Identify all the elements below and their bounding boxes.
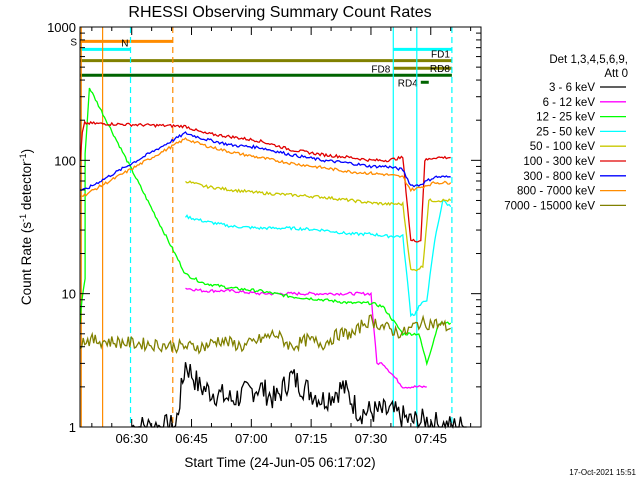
x-tick-label: 07:45 [414, 431, 447, 446]
series-layer [79, 87, 467, 430]
series-line [80, 137, 452, 197]
vertical-line-layer [80, 27, 453, 427]
series-1 [185, 287, 427, 389]
series-line [79, 87, 452, 367]
y-axis-label: Count Rate (s-1 detector-1) [18, 149, 34, 305]
y-axis-label-sup1: -1 [18, 214, 28, 222]
series-line [185, 287, 427, 389]
series-7 [80, 137, 452, 197]
y-tick-label: 100 [54, 153, 76, 168]
x-tick-label: 06:45 [175, 431, 208, 446]
legend-header-attenuator: Att 0 [604, 68, 628, 80]
flag-label: N [121, 38, 128, 49]
legend-label: 50 - 100 keV [530, 141, 596, 153]
legend-label: 100 - 300 keV [523, 156, 595, 168]
generated-timestamp: 17-Oct-2021 15:51 [569, 468, 636, 477]
series-8 [79, 314, 451, 355]
x-tick-label: 07:30 [355, 431, 388, 446]
x-tick-label: 07:00 [235, 431, 268, 446]
series-line [79, 314, 451, 355]
series-3 [184, 199, 452, 318]
legend-label: 3 - 6 keV [549, 82, 595, 94]
plot-frame [79, 26, 482, 428]
x-tick-label: 06:30 [115, 431, 148, 446]
y-tick-label: 10 [62, 287, 76, 302]
legend-label: 7000 - 15000 keV [504, 200, 595, 212]
flag-label: RD8 [430, 64, 450, 75]
series-4 [185, 180, 452, 272]
y-axis-label-mid: detector [19, 161, 34, 214]
y-tick-label: 1000 [47, 20, 76, 35]
legend-label: 25 - 50 keV [536, 126, 595, 138]
series-5 [79, 120, 451, 243]
x-axis-label: Start Time (24-Jun-05 06:17:02) [184, 455, 375, 470]
flag-label: FD1 [431, 50, 450, 61]
y-axis-label-main: Count Rate (s [19, 222, 34, 306]
legend-label: 12 - 25 keV [536, 112, 595, 124]
y-axis-label-sup2: -1 [18, 153, 28, 161]
series-6 [80, 131, 451, 191]
legend-label: 6 - 12 keV [543, 97, 596, 109]
legend-label: 800 - 7000 keV [517, 186, 595, 198]
series-2 [79, 87, 452, 367]
chart-title: RHESSI Observing Summary Count Rates [128, 4, 431, 21]
series-line [131, 362, 467, 430]
legend: Det 1,3,4,5,6,9, Att 0 3 - 6 keV 6 - 12 k… [504, 54, 628, 212]
flag-label: S [70, 37, 77, 48]
axes-layer: 06:30 06:45 07:00 07:15 07:30 07:45 1 10 100 1000 [47, 20, 481, 446]
flag-label: FD8 [371, 64, 390, 75]
y-axis-label-end: ) [19, 149, 34, 154]
series-line [185, 180, 452, 272]
series-line [79, 120, 451, 243]
series-line [184, 199, 452, 318]
legend-label: 300 - 800 keV [523, 171, 595, 183]
legend-header-detectors: Det 1,3,4,5,6,9, [549, 54, 628, 66]
series-line [80, 131, 451, 191]
series-0 [131, 362, 467, 430]
flag-label: RD4 [398, 78, 418, 89]
flag-layer: S N FD1 FD8 RD8 RD4 [70, 37, 452, 89]
y-tick-label: 1 [69, 420, 76, 435]
x-tick-label: 07:15 [295, 431, 328, 446]
